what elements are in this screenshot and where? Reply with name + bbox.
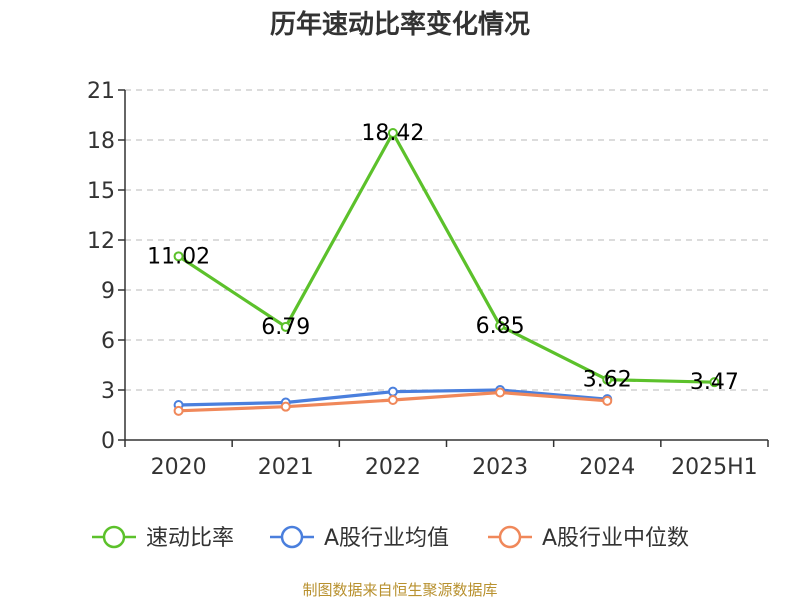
legend-label[interactable]: 速动比率 (146, 526, 234, 551)
series-point-0[interactable] (387, 128, 398, 138)
y-tick-label: 12 (87, 229, 115, 254)
axes: 0 3 6 9 12 15 18 21 2020 2021 2022 2023 2024 2025H1 (87, 79, 769, 480)
data-label: 6.85 (476, 314, 525, 339)
legend-label[interactable]: A股行业中位数 (542, 526, 689, 551)
grid (125, 89, 768, 391)
series-point-2[interactable] (495, 387, 506, 398)
series-point-0[interactable] (602, 374, 613, 385)
series-point-0[interactable] (173, 251, 184, 262)
legend-swatch-marker (102, 525, 126, 549)
source-note: 制图数据来自恒生聚源数据库 (302, 581, 497, 599)
data-labels: 11.02 6.79 18.42 6.85 3.62 3.47 (147, 121, 739, 395)
legend-label[interactable]: A股行业均值 (324, 526, 449, 551)
y-tick-label: 15 (87, 179, 115, 204)
series-point-0[interactable] (280, 321, 291, 332)
data-label: 18.42 (361, 121, 424, 146)
series-point-2[interactable] (387, 395, 398, 405)
series-point-2[interactable] (173, 405, 184, 416)
x-tick-label: 2021 (258, 455, 314, 480)
y-tick-label: 9 (101, 279, 115, 304)
data-label: 11.02 (147, 244, 210, 269)
y-tick-label: 21 (87, 79, 115, 104)
y-tick-label: 6 (101, 329, 115, 354)
x-tick-label: 2022 (365, 455, 421, 480)
data-label: 3.62 (583, 368, 632, 393)
series-point-2[interactable] (602, 395, 613, 406)
legend-swatch-marker (498, 525, 522, 549)
legend-swatch-marker (280, 525, 304, 549)
y-tick-label: 3 (101, 379, 115, 404)
chart-title: 历年速动比率变化情况 (270, 9, 530, 40)
x-tick-label: 2025H1 (671, 455, 758, 480)
x-tick-label: 2023 (472, 455, 528, 480)
series-point-0[interactable] (709, 377, 720, 388)
x-tick-label: 2024 (579, 455, 635, 480)
series (173, 128, 720, 416)
y-tick-label: 18 (87, 129, 115, 154)
data-label: 3.47 (690, 370, 739, 395)
x-tick-label: 2020 (151, 455, 207, 480)
y-tick-label: 0 (101, 429, 115, 454)
series-line-0 (177, 131, 715, 384)
series-point-1[interactable] (387, 386, 398, 397)
legend[interactable]: 速动比率 A股行业均值 A股行业中位数 (92, 525, 689, 551)
data-label: 6.79 (261, 315, 310, 340)
series-point-2[interactable] (280, 401, 291, 412)
series-point-0[interactable] (495, 320, 506, 331)
